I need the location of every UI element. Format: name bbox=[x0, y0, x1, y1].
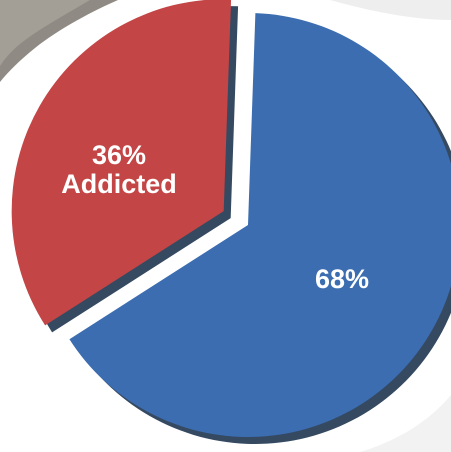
pie-slice-68 bbox=[69, 13, 451, 437]
slice-label-addicted: Addicted bbox=[61, 169, 177, 199]
slice-label-68: 68% bbox=[315, 264, 369, 294]
pie-slice-36 bbox=[11, 0, 232, 326]
slice-label-36: 36% bbox=[92, 140, 146, 170]
